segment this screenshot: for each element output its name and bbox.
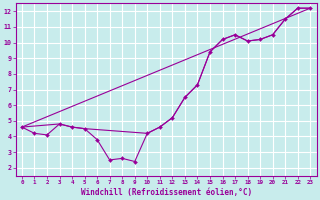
X-axis label: Windchill (Refroidissement éolien,°C): Windchill (Refroidissement éolien,°C) (81, 188, 252, 197)
